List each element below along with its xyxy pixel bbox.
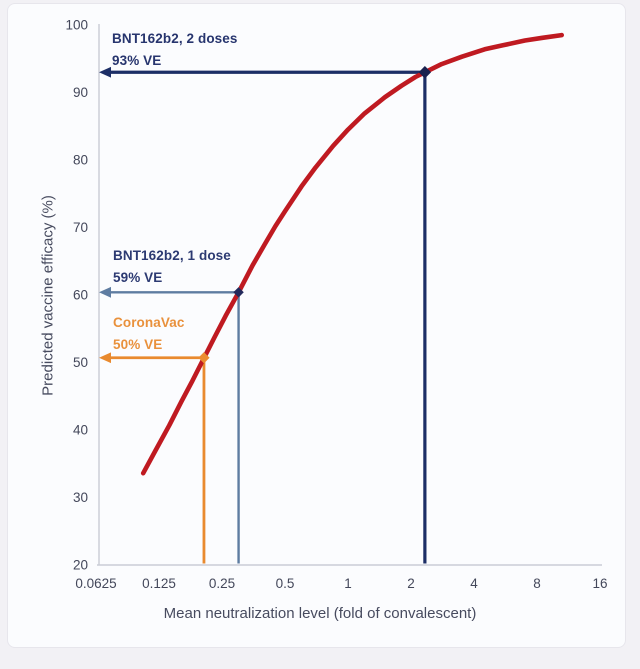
annotation-value: 93% VE (112, 53, 162, 68)
x-tick-label: 1 (344, 576, 352, 591)
y-tick-label: 60 (73, 288, 88, 303)
y-tick-label: 70 (73, 220, 88, 235)
arrow-head-left (99, 286, 111, 298)
arrow-head-left (99, 352, 111, 364)
x-tick-label: 0.0625 (75, 576, 116, 591)
annotation-bnt162b2-2dose: BNT162b2, 2 doses 93% VE (112, 28, 238, 72)
y-tick-label: 50 (73, 355, 88, 370)
y-tick-label: 30 (73, 490, 88, 505)
y-axis-title: Predicted vaccine efficacy (%) (39, 195, 57, 396)
x-tick-label: 0.25 (209, 576, 235, 591)
y-tick-label: 90 (73, 85, 88, 100)
annotation-bnt162b2-1dose: BNT162b2, 1 dose 59% VE (113, 245, 231, 289)
chart-card (7, 3, 626, 648)
y-tick-label: 40 (73, 423, 88, 438)
ve-curve (140, 32, 564, 476)
annotation-coronavac: CoronaVac 50% VE (113, 312, 184, 356)
x-tick-label: 8 (533, 576, 541, 591)
annotation-value: 50% VE (113, 337, 163, 352)
y-tick-label: 20 (73, 558, 88, 573)
marker-diamond (418, 66, 432, 79)
x-tick-label: 4 (470, 576, 478, 591)
x-tick-label: 0.5 (276, 576, 295, 591)
y-tick-label: 80 (73, 153, 88, 168)
x-tick-label: 0.125 (142, 576, 176, 591)
marker-diamond (233, 287, 244, 298)
annotation-label: CoronaVac (113, 315, 185, 330)
x-tick-label: 2 (407, 576, 415, 591)
annotation-label: BNT162b2, 2 doses (112, 31, 238, 46)
x-axis-title: Mean neutralization level (fold of conva… (163, 605, 477, 622)
y-tick-label: 100 (65, 18, 88, 33)
marker-diamond (198, 352, 210, 364)
arrow-head-left (99, 66, 111, 78)
annotation-label: BNT162b2, 1 dose (113, 248, 231, 263)
x-tick-label: 16 (592, 576, 607, 591)
annotation-value: 59% VE (113, 270, 163, 285)
